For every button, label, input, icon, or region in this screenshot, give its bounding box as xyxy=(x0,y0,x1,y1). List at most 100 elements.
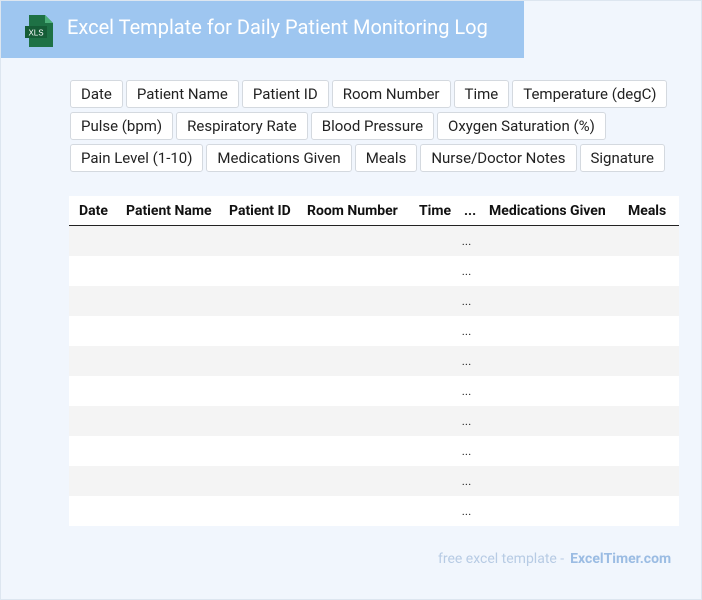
cell xyxy=(219,496,297,526)
tag: Date xyxy=(70,80,123,108)
cell xyxy=(297,346,409,376)
cell xyxy=(479,316,618,346)
cell xyxy=(409,496,454,526)
cell xyxy=(618,225,679,256)
table-row: ... xyxy=(69,316,679,346)
tag-row: Pulse (bpm) Respiratory Rate Blood Pressur… xyxy=(70,112,667,140)
cell xyxy=(116,286,219,316)
cell xyxy=(219,406,297,436)
cell: ... xyxy=(454,225,479,256)
table-row: ... xyxy=(69,346,679,376)
column-header: Patient ID xyxy=(219,196,297,226)
cell xyxy=(297,286,409,316)
icon-label: XLS xyxy=(28,29,43,38)
cell xyxy=(219,286,297,316)
cell xyxy=(219,225,297,256)
cell xyxy=(618,436,679,466)
cell: ... xyxy=(454,406,479,436)
cell xyxy=(479,466,618,496)
tag: Respiratory Rate xyxy=(176,112,308,140)
cell xyxy=(297,225,409,256)
cell xyxy=(297,436,409,466)
cell xyxy=(618,346,679,376)
tag: Nurse/Doctor Notes xyxy=(420,144,577,172)
tag: Temperature (degC) xyxy=(512,80,668,108)
cell xyxy=(618,496,679,526)
footer: free excel template - ExcelTimer.com xyxy=(438,551,671,567)
cell xyxy=(297,406,409,436)
cell xyxy=(618,316,679,346)
cell xyxy=(219,256,297,286)
cell xyxy=(116,376,219,406)
cell xyxy=(116,225,219,256)
tag: Time xyxy=(453,80,510,108)
cell xyxy=(219,436,297,466)
cell xyxy=(297,316,409,346)
tag: Room Number xyxy=(331,80,451,108)
cell xyxy=(297,376,409,406)
cell xyxy=(116,346,219,376)
tag-row: Pain Level (1-10) Medications Given Meals N… xyxy=(70,144,667,172)
cell xyxy=(69,256,116,286)
cell xyxy=(409,225,454,256)
cell: ... xyxy=(454,346,479,376)
cell xyxy=(479,406,618,436)
column-header: Date xyxy=(69,196,116,226)
tag: Blood Pressure xyxy=(310,112,435,140)
cell xyxy=(409,286,454,316)
title: Excel Template for Daily Patient Monitor… xyxy=(67,15,488,39)
header-row: Date Patient Name Patient ID Room Number Tim… xyxy=(69,196,679,226)
column-header: ... xyxy=(454,196,479,226)
cell xyxy=(219,316,297,346)
cell xyxy=(479,436,618,466)
cell xyxy=(116,256,219,286)
cell xyxy=(479,256,618,286)
cell xyxy=(297,466,409,496)
cell: ... xyxy=(454,256,479,286)
tag: Meals xyxy=(354,144,418,172)
tag: Patient Name xyxy=(125,80,239,108)
cell xyxy=(618,376,679,406)
cell xyxy=(116,316,219,346)
cell xyxy=(409,256,454,286)
xls-icon: XLS xyxy=(25,15,53,47)
column-header: Medications Given xyxy=(479,196,618,226)
cell xyxy=(69,466,116,496)
tag: Signature xyxy=(579,144,665,172)
cell: ... xyxy=(454,436,479,466)
cell xyxy=(219,466,297,496)
table-row: ... xyxy=(69,496,679,526)
cell xyxy=(69,496,116,526)
footer-link[interactable]: ExcelTimer.com xyxy=(570,551,672,567)
table-row: ... xyxy=(69,286,679,316)
cell xyxy=(297,496,409,526)
column-header: Patient Name xyxy=(116,196,219,226)
tag: Pulse (bpm) xyxy=(70,112,174,140)
cell xyxy=(618,466,679,496)
cell xyxy=(116,466,219,496)
table-row: ... xyxy=(69,406,679,436)
cell xyxy=(69,436,116,466)
cell: ... xyxy=(454,466,479,496)
cell xyxy=(409,316,454,346)
tag: Patient ID xyxy=(241,80,329,108)
cell xyxy=(219,376,297,406)
cell xyxy=(618,406,679,436)
cell xyxy=(479,225,618,256)
cell xyxy=(69,286,116,316)
header: XLS Excel Template for Daily Patient Mon… xyxy=(1,1,524,58)
table-row: ... xyxy=(69,376,679,406)
column-header: Room Number xyxy=(297,196,409,226)
column-header: Meals xyxy=(618,196,679,226)
tag-list: Date Patient Name Patient ID Room Number Tim… xyxy=(70,80,668,176)
table-row: ... xyxy=(69,256,679,286)
cell xyxy=(69,316,116,346)
cell xyxy=(479,286,618,316)
table-row: ... xyxy=(69,436,679,466)
cell xyxy=(479,346,618,376)
cell xyxy=(409,466,454,496)
cell xyxy=(409,376,454,406)
table: Date Patient Name Patient ID Room Number Tim… xyxy=(69,196,679,526)
cell xyxy=(479,376,618,406)
